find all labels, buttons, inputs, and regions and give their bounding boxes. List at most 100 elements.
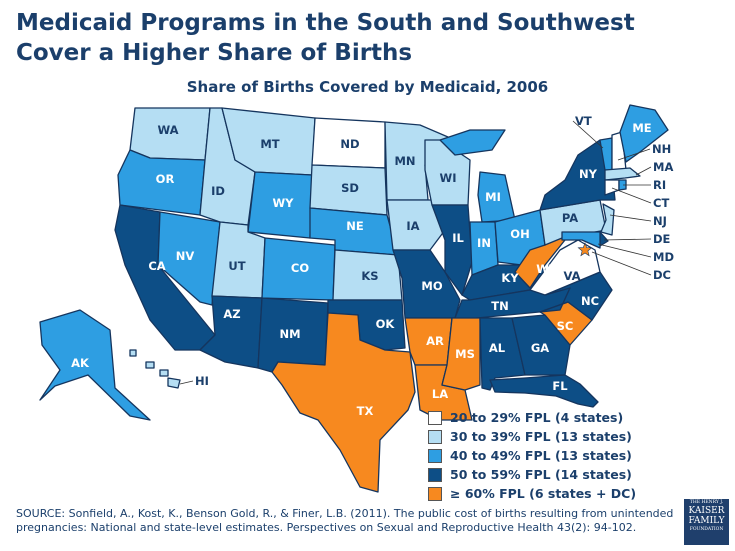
state-label-az: AZ — [223, 307, 240, 321]
state-label-dc: DC — [653, 268, 671, 282]
state-hi — [159, 369, 169, 377]
leader-line — [609, 214, 652, 222]
state-label-mo: MO — [421, 279, 442, 293]
state-ak — [39, 309, 151, 421]
leader-line — [617, 148, 651, 161]
state-label-ms: MS — [455, 347, 475, 361]
state-label-wi: WI — [440, 171, 457, 185]
state-me — [619, 104, 669, 163]
state-mi — [439, 129, 506, 156]
legend-swatch — [428, 467, 442, 482]
legend-item-b2: 30 to 39% FPL (13 states) — [428, 427, 636, 446]
state-label-al: AL — [489, 341, 506, 355]
legend-item-b5: ≥ 60% FPL (6 states + DC) — [428, 484, 636, 503]
state-label-me: ME — [632, 121, 651, 135]
state-ga — [511, 314, 571, 376]
legend-label: 30 to 39% FPL (13 states) — [450, 429, 632, 444]
state-nc — [539, 271, 613, 321]
state-label-ca: CA — [148, 259, 165, 273]
state-label-ut: UT — [228, 259, 245, 273]
state-label-va: VA — [563, 269, 580, 283]
leader-line — [572, 120, 604, 149]
legend: 20 to 29% FPL (4 states) 30 to 39% FPL (… — [428, 408, 636, 503]
state-label-la: LA — [432, 387, 448, 401]
state-hi — [129, 349, 137, 357]
state-label-de: DE — [653, 232, 671, 246]
state-ct — [604, 179, 620, 196]
state-label-ri: RI — [653, 178, 666, 192]
state-tx — [271, 312, 416, 493]
state-label-nm: NM — [279, 327, 300, 341]
state-label-mt: MT — [260, 137, 279, 151]
state-fl — [489, 374, 599, 408]
leader-line — [611, 187, 652, 204]
legend-swatch — [428, 486, 442, 501]
kff-logo: THE HENRY J. KAISER FAMILY FOUNDATION — [684, 499, 729, 545]
state-label-in: IN — [477, 236, 491, 250]
state-label-ne: NE — [346, 219, 364, 233]
state-label-nh: NH — [652, 142, 671, 156]
legend-swatch — [428, 410, 442, 425]
state-label-fl: FL — [552, 379, 568, 393]
legend-item-b1: 20 to 29% FPL (4 states) — [428, 408, 636, 427]
state-label-ok: OK — [376, 317, 396, 331]
state-label-ar: AR — [426, 334, 444, 348]
state-label-ga: GA — [531, 341, 549, 355]
leader-line — [597, 243, 652, 258]
state-label-tx: TX — [357, 404, 374, 418]
legend-label: 20 to 29% FPL (4 states) — [450, 410, 624, 425]
state-label-wa: WA — [157, 123, 178, 137]
state-hi — [145, 361, 155, 369]
leader-line — [179, 380, 194, 385]
state-ia — [386, 199, 446, 251]
page-title: Medicaid Programs in the South and South… — [16, 10, 635, 66]
legend-label: 50 to 59% FPL (14 states) — [450, 467, 632, 482]
source-note: SOURCE: Sonfield, A., Kost, K., Benson G… — [16, 507, 674, 534]
dc-star-icon — [577, 242, 593, 257]
state-label-ct: CT — [653, 196, 669, 210]
state-label-hi: HI — [195, 374, 209, 388]
state-label-wy: WY — [272, 196, 294, 210]
legend-item-b3: 40 to 49% FPL (13 states) — [428, 446, 636, 465]
state-ma — [604, 167, 641, 181]
state-label-co: CO — [291, 261, 309, 275]
state-label-mi: MI — [485, 190, 501, 204]
logo-line: KAISER — [688, 506, 725, 516]
state-label-sd: SD — [341, 181, 359, 195]
state-label-pa: PA — [562, 211, 578, 225]
legend-label: ≥ 60% FPL (6 states + DC) — [450, 486, 637, 501]
state-label-vt: VT — [575, 114, 592, 128]
state-label-ia: IA — [406, 219, 419, 233]
state-label-ks: KS — [361, 269, 378, 283]
state-label-ky: KY — [501, 271, 519, 285]
leader-line — [603, 238, 652, 241]
state-label-tn: TN — [491, 299, 508, 313]
legend-swatch — [428, 448, 442, 463]
state-label-ma: MA — [653, 160, 673, 174]
state-md — [561, 231, 601, 249]
state-label-ak: AK — [71, 356, 90, 370]
state-hi — [167, 377, 181, 389]
logo-line: FOUNDATION — [689, 527, 724, 532]
state-label-id: ID — [211, 184, 225, 198]
logo-line: THE HENRY J. — [689, 500, 724, 505]
state-ri — [618, 179, 627, 191]
state-label-nd: ND — [340, 137, 359, 151]
leader-line — [591, 251, 652, 276]
state-label-sc: SC — [557, 319, 574, 333]
legend-swatch — [428, 429, 442, 444]
state-label-nc: NC — [581, 294, 599, 308]
logo-line: FAMILY — [688, 516, 725, 526]
state-label-il: IL — [452, 231, 464, 245]
state-label-nj: NJ — [653, 214, 667, 228]
state-nv — [157, 211, 221, 306]
state-label-nv: NV — [176, 249, 195, 263]
state-label-mn: MN — [394, 154, 415, 168]
map-subtitle: Share of Births Covered by Medicaid, 200… — [186, 78, 549, 96]
leader-line — [635, 166, 652, 176]
legend-label: 40 to 49% FPL (13 states) — [450, 448, 632, 463]
state-label-md: MD — [653, 250, 674, 264]
state-label-wv: WV — [536, 262, 558, 276]
